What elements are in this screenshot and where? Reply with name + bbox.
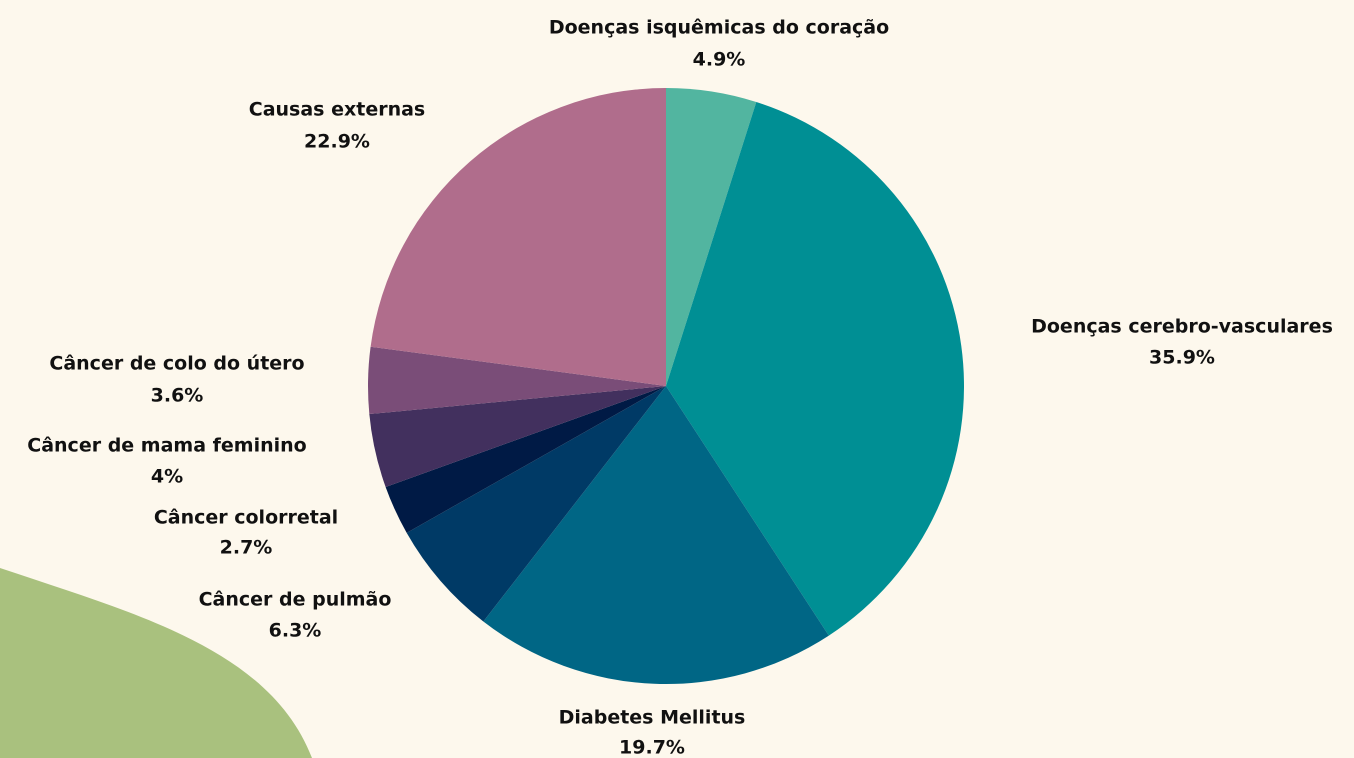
slice-value-label: 19.7% [619, 737, 685, 758]
slice-value-label: 35.9% [1149, 347, 1215, 369]
slice-label: Câncer colorretal [154, 507, 338, 529]
slice-label: Câncer de colo do útero [49, 353, 304, 375]
pie-slice [370, 88, 666, 386]
slice-label: Câncer de pulmão [199, 589, 392, 611]
labels: Doenças isquêmicas do coração 4.9% Doenças… [27, 17, 1333, 758]
slice-value-label: 2.7% [220, 537, 273, 559]
pie [368, 88, 964, 684]
slice-value-label: 4% [151, 466, 183, 488]
slice-label: Doenças cerebro-vasculares [1031, 316, 1333, 338]
slice-value-label: 22.9% [304, 131, 370, 153]
pie-slice [666, 88, 757, 386]
slice-value-label: 3.6% [151, 385, 204, 407]
pie-slice [666, 102, 964, 636]
slice-label: Câncer de mama feminino [27, 435, 306, 457]
pie-slice [369, 386, 666, 487]
slice-value-label: 6.3% [269, 620, 322, 642]
pie-slice [385, 386, 666, 533]
slice-label: Causas externas [249, 99, 425, 121]
pie-slice [406, 386, 666, 622]
pie-slice [483, 386, 829, 684]
decorative-blob [0, 568, 312, 758]
pie-slice [368, 346, 666, 415]
slice-label: Doenças isquêmicas do coração [549, 17, 889, 39]
slice-value-label: 4.9% [693, 49, 746, 71]
slice-label: Diabetes Mellitus [559, 707, 746, 729]
